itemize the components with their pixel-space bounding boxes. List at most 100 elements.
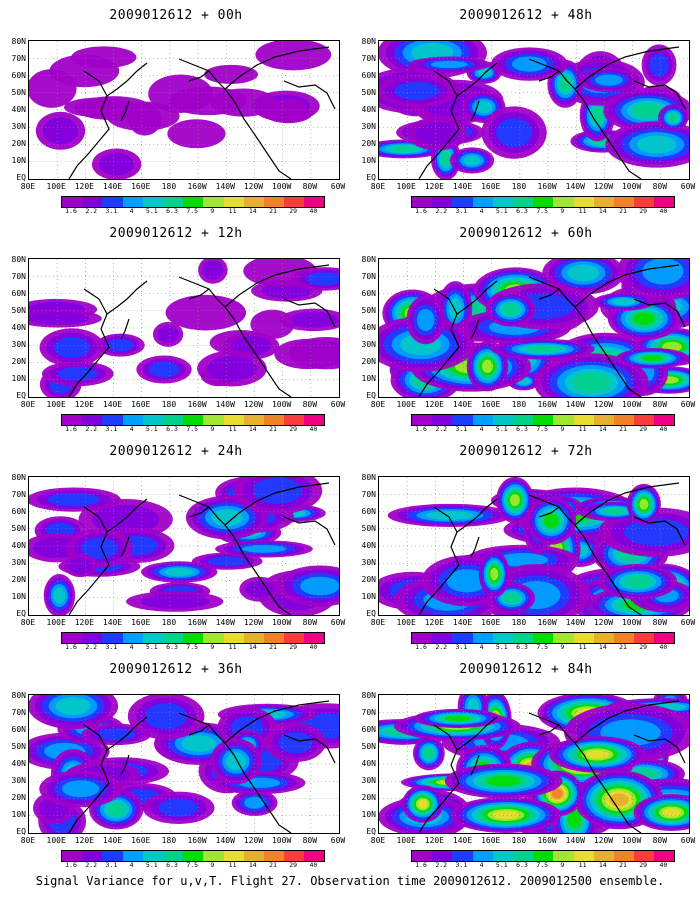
longitude-tick-label: 80E <box>370 836 386 845</box>
map-canvas <box>379 695 689 833</box>
colorbar-swatch <box>573 415 594 425</box>
colorbar-label: 2.2 <box>85 207 98 215</box>
longitude-tick-label: 180 <box>511 400 527 409</box>
coastline <box>120 754 130 776</box>
map-frame <box>28 258 340 398</box>
coastline <box>283 516 336 546</box>
colorbar-label: 40 <box>659 861 668 869</box>
longitude-tick-label: 140E <box>452 400 473 409</box>
longitude-tick-label: 180 <box>161 400 177 409</box>
latitude-tick-label: 20N <box>11 793 26 802</box>
colorbar-label: 6.3 <box>166 425 178 433</box>
colorbar-swatch <box>432 415 453 425</box>
colorbar-label: 5.1 <box>145 207 158 215</box>
colorbar-swatch <box>142 415 163 425</box>
colorbar-swatch <box>654 197 675 207</box>
longitude-tick-label: 80W <box>302 618 318 627</box>
colorbar-swatch <box>304 415 325 425</box>
coastline <box>283 80 336 110</box>
latitude-tick-label: 10N <box>361 592 376 601</box>
colorbar-swatch <box>512 197 534 207</box>
colorbar-swatch <box>492 197 513 207</box>
latitude-tick-label: 30N <box>361 558 376 567</box>
colorbar-label: 11 <box>578 861 587 869</box>
longitude-tick-label: 180 <box>161 618 177 627</box>
colorbar-label: 2.2 <box>435 207 448 215</box>
longitude-tick-label: 100E <box>46 182 66 191</box>
colorbar-labels: 1.6 2.2 3.1 4 5.1 6.3 7.5 9 11 14 21 29 40 <box>61 425 331 434</box>
longitude-tick-label: 120E <box>74 182 94 191</box>
colorbar-label: 9 <box>210 425 215 433</box>
colorbar-label: 1.6 <box>415 861 427 869</box>
colorbar-label: 21 <box>619 643 627 651</box>
colorbar-labels: 1.6 2.2 3.1 4 5.1 6.3 7.5 9 11 14 21 29 40 <box>411 425 681 434</box>
colorbar-label: 4 <box>129 207 134 215</box>
longitude-tick-label: 80W <box>652 400 668 409</box>
latitude-tick-label: 20N <box>361 357 376 366</box>
latitude-tick-label: 80N <box>361 255 376 264</box>
colorbar-label: 14 <box>248 207 257 215</box>
colorbar-label: 14 <box>598 643 607 651</box>
colorbar-swatch <box>243 415 264 425</box>
colorbar-swatch <box>412 197 433 207</box>
longitude-tick-label: 120W <box>243 182 264 191</box>
longitude-tick-label: 160E <box>131 182 151 191</box>
forecast-panel: 2009012612 + 36h 80N 70N 60N 50N 40N 30N 20N 10N… <box>6 658 346 873</box>
latitude-tick-label: 40N <box>361 323 376 332</box>
forecast-panel: 2009012612 + 24h 80N 70N 60N 50N 40N 30N 20N 10N… <box>6 440 346 655</box>
coastline <box>224 264 330 308</box>
colorbar-label: 7.5 <box>536 207 549 215</box>
coastline <box>188 70 210 82</box>
colorbar-label: 2.2 <box>435 425 448 433</box>
latitude-tick-label: 50N <box>361 88 376 97</box>
latitude-tick-label: 50N <box>361 524 376 533</box>
coastline <box>418 288 460 397</box>
coastline <box>68 506 110 615</box>
colorbar-label: 14 <box>598 207 607 215</box>
colorbar-label: 40 <box>659 207 668 215</box>
colorbar-labels: 1.6 2.2 3.1 4 5.1 6.3 7.5 9 11 14 21 29 40 <box>61 643 331 652</box>
longitude-tick-label: 80W <box>302 400 318 409</box>
colorbar-swatch <box>82 633 103 643</box>
colorbar-swatch <box>62 851 83 861</box>
colorbar-swatch <box>284 197 305 207</box>
colorbar-label: 1.6 <box>65 861 77 869</box>
latitude-tick-label: 60N <box>361 507 376 516</box>
latitude-tick-label: 80N <box>11 691 26 700</box>
colorbar-swatch <box>432 851 453 861</box>
colorbar-swatch <box>62 197 83 207</box>
coastline <box>528 494 642 615</box>
colorbar-label: 29 <box>289 643 298 651</box>
graticule <box>379 41 689 179</box>
colorbar-swatch <box>304 633 325 643</box>
colorbar-label: 9 <box>560 643 565 651</box>
colorbar-label: 40 <box>659 425 668 433</box>
longitude-tick-label: 120E <box>424 836 444 845</box>
colorbar-swatch <box>162 197 184 207</box>
colorbar-label: 1.6 <box>65 207 77 215</box>
coastline <box>456 498 498 533</box>
panel-title: 2009012612 + 12h <box>109 226 243 241</box>
colorbar-label: 14 <box>598 425 607 433</box>
colorbar-swatch <box>654 851 675 861</box>
map-canvas <box>379 41 689 179</box>
colorbar-label: 3.1 <box>455 861 468 869</box>
longitude-labels: 80E 100E 120E 140E 160E 180 160W 140W 120W 100W 80… <box>360 400 696 410</box>
colorbar-label: 3.1 <box>105 425 118 433</box>
longitude-tick-label: 100E <box>46 618 66 627</box>
longitude-tick-label: 140E <box>452 182 473 191</box>
colorbar-swatch <box>533 851 554 861</box>
longitude-tick-label: 80W <box>652 618 668 627</box>
colorbar-label: 2.2 <box>85 425 98 433</box>
colorbar-label: 21 <box>269 643 277 651</box>
latitude-tick-label: 10N <box>11 156 26 165</box>
longitude-tick-label: 100W <box>271 400 292 409</box>
colorbar-swatch <box>203 415 224 425</box>
variance-field <box>379 259 689 397</box>
colorbar-label: 3.1 <box>105 643 118 651</box>
longitude-tick-label: 60W <box>680 182 696 191</box>
variance-field <box>29 477 339 615</box>
colorbar-labels: 1.6 2.2 3.1 4 5.1 6.3 7.5 9 11 14 21 29 40 <box>411 207 681 216</box>
latitude-tick-label: 50N <box>361 742 376 751</box>
colorbar-label: 6.3 <box>516 861 528 869</box>
